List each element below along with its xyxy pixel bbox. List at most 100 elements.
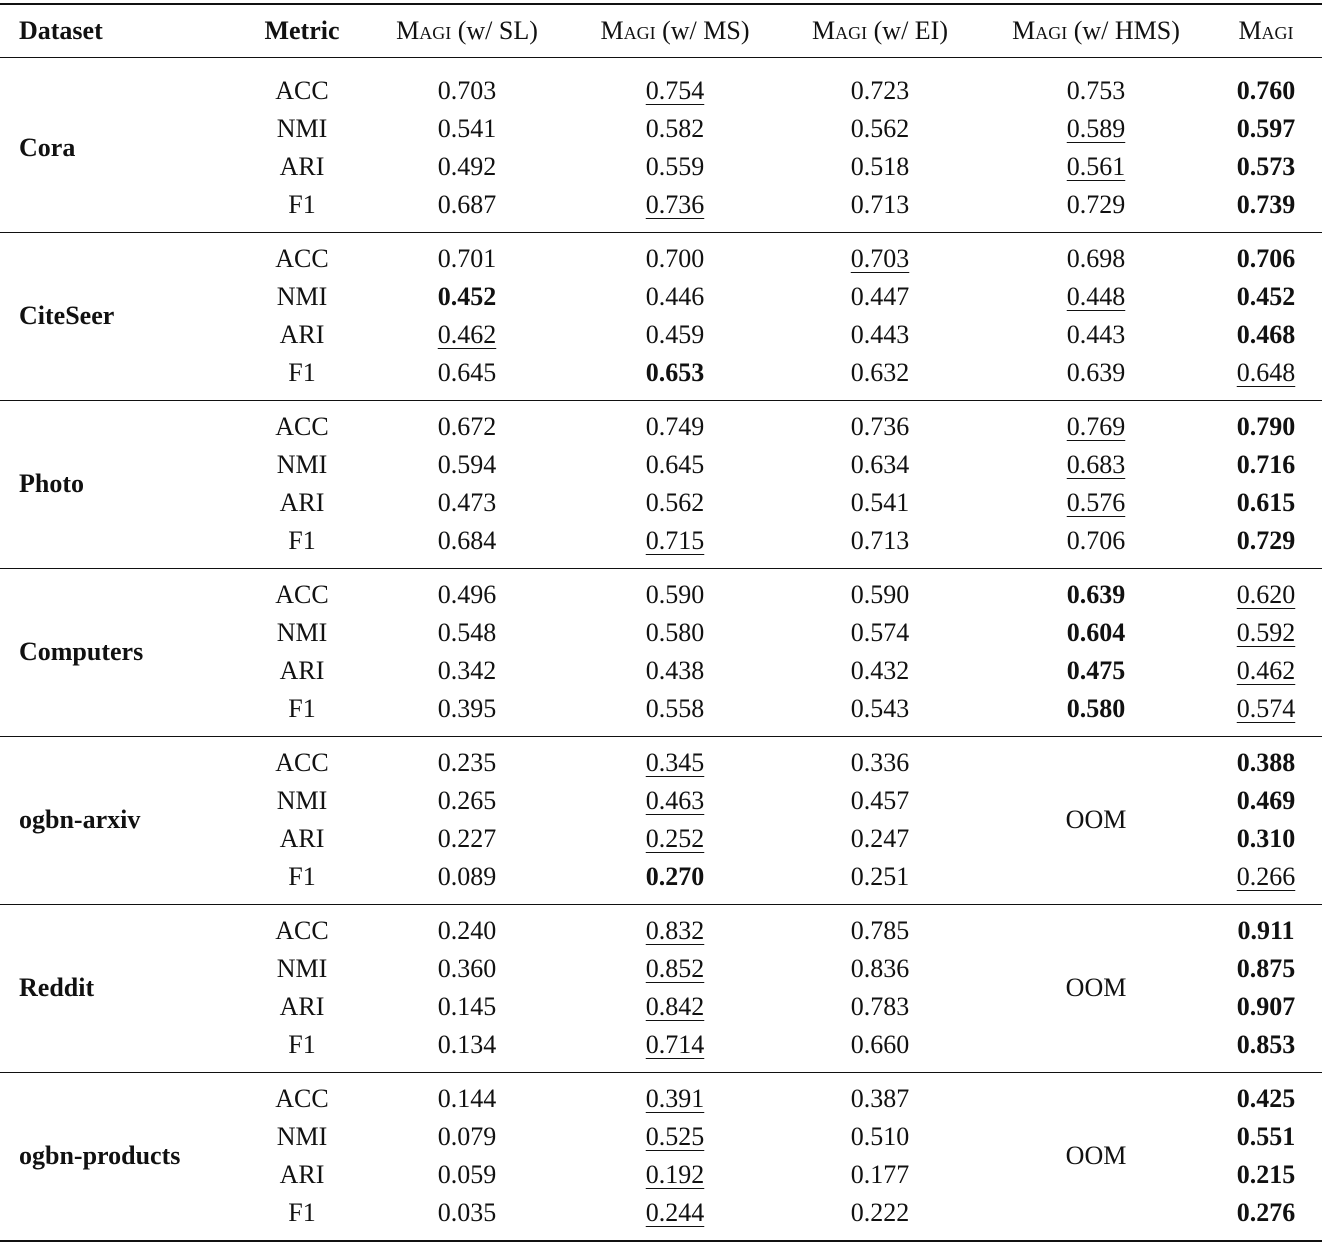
metric: F1 bbox=[288, 1030, 316, 1059]
value: 0.672 bbox=[437, 412, 497, 441]
metric: NMI bbox=[276, 114, 328, 143]
rule bbox=[0, 57, 1322, 58]
value: 0.561 bbox=[1066, 152, 1126, 181]
rule bbox=[0, 736, 1322, 737]
metric: NMI bbox=[276, 1122, 328, 1151]
value: 0.590 bbox=[645, 580, 705, 609]
dataset-name: Photo bbox=[19, 469, 84, 498]
value: 0.562 bbox=[645, 488, 705, 517]
method-variant: (w/ MS) bbox=[662, 16, 750, 45]
value: 0.729 bbox=[1236, 526, 1296, 555]
dataset-name: Cora bbox=[19, 133, 76, 162]
value: 0.510 bbox=[850, 1122, 910, 1151]
value: 0.620 bbox=[1236, 580, 1296, 609]
metric: ACC bbox=[275, 916, 329, 945]
value: 0.215 bbox=[1236, 1160, 1296, 1189]
value: 0.144 bbox=[437, 1084, 497, 1113]
value: 0.580 bbox=[645, 618, 705, 647]
value: 0.558 bbox=[645, 694, 705, 723]
value: 0.240 bbox=[437, 916, 497, 945]
dataset-name: Computers bbox=[19, 637, 144, 666]
value: 0.723 bbox=[850, 76, 910, 105]
value: 0.853 bbox=[1236, 1030, 1296, 1059]
metric: F1 bbox=[288, 694, 316, 723]
value: 0.639 bbox=[1066, 580, 1126, 609]
rule bbox=[0, 568, 1322, 569]
value: 0.706 bbox=[1066, 526, 1126, 555]
value: 0.715 bbox=[645, 526, 705, 555]
value: 0.457 bbox=[850, 786, 910, 815]
value: 0.496 bbox=[437, 580, 497, 609]
merged-cell: OOM bbox=[1065, 805, 1127, 834]
metric: F1 bbox=[288, 190, 316, 219]
header-method: Magi (w/ MS) bbox=[600, 18, 749, 44]
value: 0.089 bbox=[437, 862, 497, 891]
value: 0.336 bbox=[850, 748, 910, 777]
value: 0.700 bbox=[645, 244, 705, 273]
metric: F1 bbox=[288, 358, 316, 387]
value: 0.594 bbox=[437, 450, 497, 479]
method-name: Magi bbox=[600, 16, 656, 45]
method-name: Magi bbox=[1012, 16, 1068, 45]
value: 0.562 bbox=[850, 114, 910, 143]
value: 0.134 bbox=[437, 1030, 497, 1059]
value: 0.541 bbox=[437, 114, 497, 143]
metric: ARI bbox=[279, 1160, 325, 1189]
value: 0.252 bbox=[645, 824, 705, 853]
value: 0.270 bbox=[645, 862, 705, 891]
value: 0.266 bbox=[1236, 862, 1296, 891]
value: 0.059 bbox=[437, 1160, 497, 1189]
metric: ARI bbox=[279, 488, 325, 517]
value: 0.462 bbox=[437, 320, 497, 349]
metric: ARI bbox=[279, 824, 325, 853]
metric: NMI bbox=[276, 786, 328, 815]
value: 0.541 bbox=[850, 488, 910, 517]
value: 0.698 bbox=[1066, 244, 1126, 273]
value: 0.632 bbox=[850, 358, 910, 387]
value: 0.703 bbox=[850, 244, 910, 273]
value: 0.576 bbox=[1066, 488, 1126, 517]
value: 0.452 bbox=[1236, 282, 1296, 311]
value: 0.687 bbox=[437, 190, 497, 219]
header-method: Magi (w/ EI) bbox=[812, 18, 948, 44]
method-name: Magi bbox=[812, 16, 868, 45]
value: 0.463 bbox=[645, 786, 705, 815]
value: 0.525 bbox=[645, 1122, 705, 1151]
metric: ARI bbox=[279, 152, 325, 181]
header-method: Magi (w/ HMS) bbox=[1012, 18, 1180, 44]
rule bbox=[0, 3, 1322, 5]
metric: F1 bbox=[288, 862, 316, 891]
value: 0.251 bbox=[850, 862, 910, 891]
metric: NMI bbox=[276, 954, 328, 983]
value: 0.716 bbox=[1236, 450, 1296, 479]
value: 0.387 bbox=[850, 1084, 910, 1113]
value: 0.653 bbox=[645, 358, 705, 387]
value: 0.079 bbox=[437, 1122, 497, 1151]
rule bbox=[0, 400, 1322, 401]
header-method: Magi (w/ SL) bbox=[396, 18, 538, 44]
value: 0.639 bbox=[1066, 358, 1126, 387]
method-variant: (w/ SL) bbox=[457, 16, 538, 45]
value: 0.836 bbox=[850, 954, 910, 983]
value: 0.492 bbox=[437, 152, 497, 181]
value: 0.468 bbox=[1236, 320, 1296, 349]
value: 0.574 bbox=[1236, 694, 1296, 723]
metric: ACC bbox=[275, 1084, 329, 1113]
value: 0.590 bbox=[850, 580, 910, 609]
value: 0.342 bbox=[437, 656, 497, 685]
value: 0.760 bbox=[1236, 76, 1296, 105]
rule bbox=[0, 1072, 1322, 1073]
value: 0.832 bbox=[645, 916, 705, 945]
value: 0.310 bbox=[1236, 824, 1296, 853]
metric: NMI bbox=[276, 282, 328, 311]
value: 0.769 bbox=[1066, 412, 1126, 441]
value: 0.729 bbox=[1066, 190, 1126, 219]
value: 0.438 bbox=[645, 656, 705, 685]
value: 0.395 bbox=[437, 694, 497, 723]
value: 0.684 bbox=[437, 526, 497, 555]
value: 0.597 bbox=[1236, 114, 1296, 143]
metric: ARI bbox=[279, 992, 325, 1021]
value: 0.713 bbox=[850, 190, 910, 219]
value: 0.785 bbox=[850, 916, 910, 945]
value: 0.660 bbox=[850, 1030, 910, 1059]
